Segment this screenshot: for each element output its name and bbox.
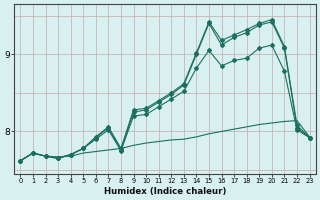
X-axis label: Humidex (Indice chaleur): Humidex (Indice chaleur) — [104, 187, 226, 196]
